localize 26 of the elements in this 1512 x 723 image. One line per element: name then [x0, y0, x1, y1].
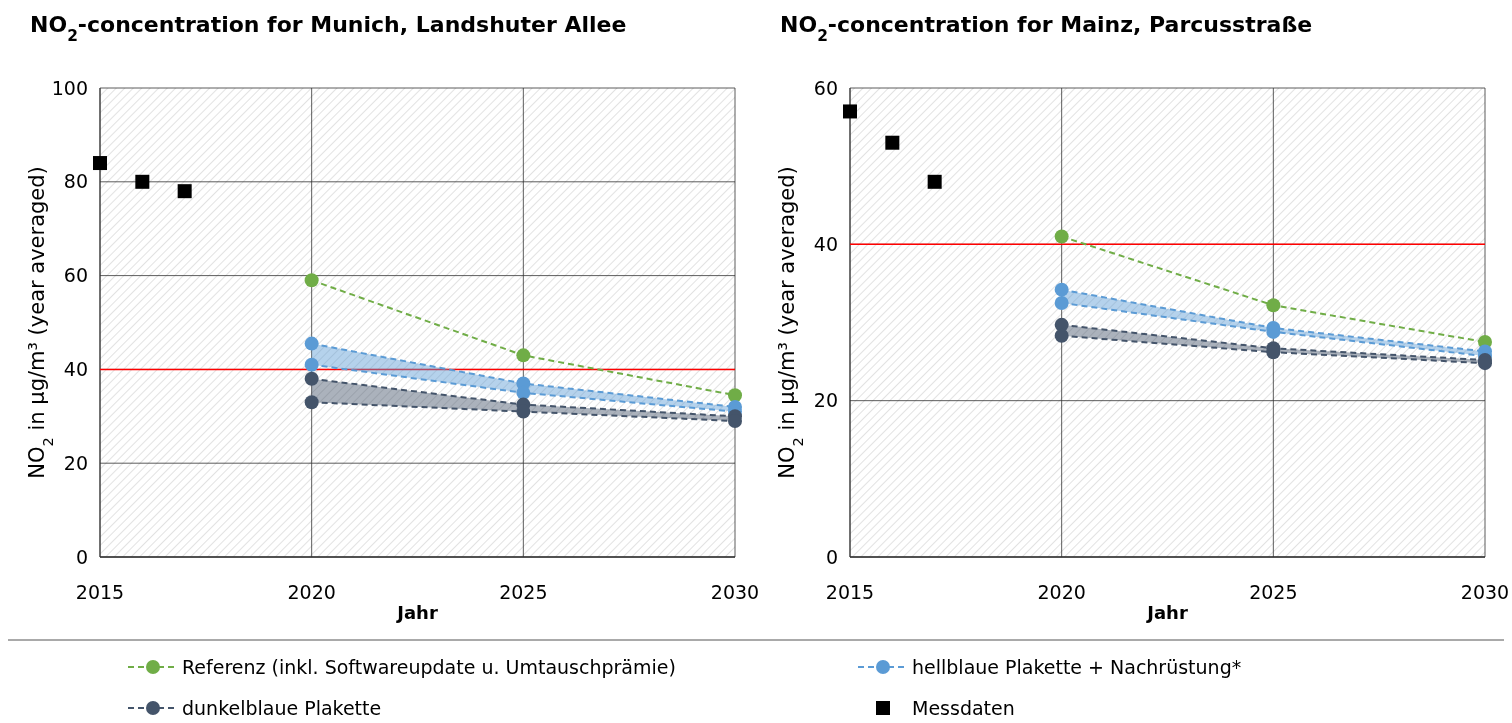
legend-label: Messdaten: [912, 696, 1015, 719]
y-tick-label: 40: [813, 232, 838, 255]
y-tick-label: 20: [63, 451, 88, 474]
x-tick-label: 2020: [287, 581, 336, 603]
y-tick-label: 40: [63, 358, 88, 381]
legend-label: Referenz (inkl. Softwareupdate u. Umtauschprämie): [182, 655, 676, 678]
legend-label: hellblaue Plakette + Nachrüstung*: [912, 655, 1242, 678]
y-tick-label: 60: [63, 264, 88, 287]
x-tick-label: 2015: [825, 581, 875, 603]
x-tick-label: 2030: [710, 581, 760, 603]
y-tick-label: 20: [813, 389, 838, 412]
x-axis-title: Jahr: [395, 602, 438, 623]
y-tick-label: 80: [63, 170, 88, 193]
y-tick-label: 100: [51, 76, 88, 99]
legend-label: dunkelblaue Plakette: [182, 696, 382, 719]
chart-title: NO$_{2}$-concentration for Mainz, Parcusstraße: [780, 12, 1313, 45]
y-tick-label: 60: [813, 76, 838, 99]
x-tick-label: 2015: [75, 581, 125, 603]
y-tick-label: 0: [825, 545, 838, 568]
x-tick-label: 2025: [1249, 581, 1298, 603]
x-tick-label: 2030: [1460, 581, 1510, 603]
chart-title: NO$_{2}$-concentration for Munich, Landshuter Allee: [30, 12, 627, 45]
x-axis-title: Jahr: [1145, 602, 1188, 623]
x-tick-label: 2020: [1037, 581, 1086, 603]
x-tick-label: 2025: [499, 581, 548, 603]
y-tick-label: 0: [75, 545, 88, 568]
